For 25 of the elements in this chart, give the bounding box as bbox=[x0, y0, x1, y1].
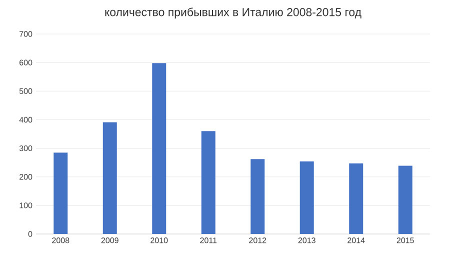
y-tick-label: 300 bbox=[19, 145, 32, 152]
x-tick-label: 2010 bbox=[150, 238, 168, 244]
y-tick-label: 700 bbox=[20, 31, 32, 37]
bar bbox=[398, 166, 412, 234]
y-tick-label: 200 bbox=[20, 174, 32, 180]
bar bbox=[102, 122, 117, 234]
bar bbox=[152, 63, 166, 234]
x-tick-label: 2009 bbox=[101, 238, 118, 244]
y-tick-label: 400 bbox=[19, 116, 32, 123]
x-tick-label: 2015 bbox=[396, 238, 414, 244]
chart-title: количество прибывших в Италию 2008-2015 год bbox=[105, 8, 362, 18]
bar bbox=[349, 163, 364, 234]
y-tick-label: 500 bbox=[19, 88, 32, 94]
x-tick-label: 2008 bbox=[52, 238, 70, 244]
x-tick-label: 2011 bbox=[200, 238, 217, 244]
bar bbox=[300, 161, 314, 234]
y-tick-label: 100 bbox=[20, 202, 32, 208]
y-tick-label: 600 bbox=[20, 60, 32, 66]
x-tick-label: 2014 bbox=[348, 238, 365, 244]
x-tick-label: 2012 bbox=[249, 238, 266, 244]
x-tick-label: 2013 bbox=[298, 238, 316, 244]
bar bbox=[54, 152, 68, 234]
bar bbox=[201, 131, 216, 234]
bar bbox=[250, 159, 265, 234]
y-tick-label: 0 bbox=[28, 231, 32, 237]
